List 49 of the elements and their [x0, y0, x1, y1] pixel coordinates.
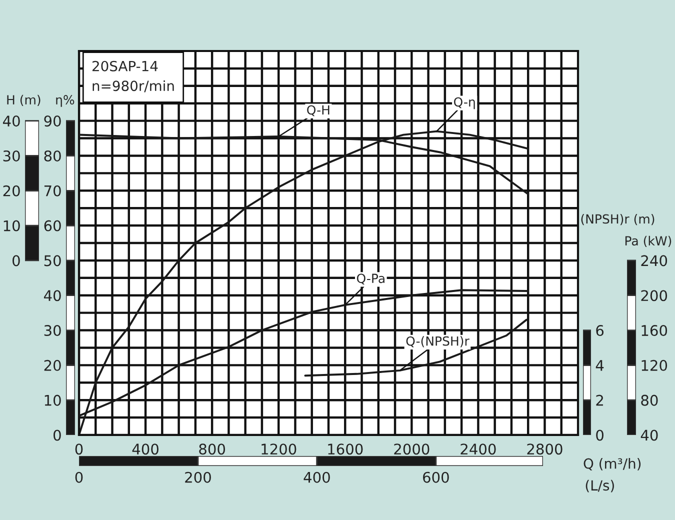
x-axis-title: Q (m³/h) — [584, 458, 641, 470]
x-tick-label: 800 — [199, 444, 226, 455]
series-label: Q-H — [307, 105, 330, 116]
x2-tick-label: 0 — [75, 472, 83, 483]
y-tick-label: 10 — [44, 394, 61, 406]
annotation: n=980r/min — [92, 80, 174, 92]
series-label: Q-(NPSH)r — [406, 336, 470, 348]
y-axis-title: η% — [56, 95, 74, 107]
y-tick-label: 160 — [642, 324, 668, 336]
y2-tick-label: 30 — [3, 150, 20, 162]
y2-tick-label: 0 — [12, 255, 20, 266]
y-tick-label: 90 — [44, 116, 61, 127]
x-tick-label: 400 — [132, 444, 158, 455]
y-tick-label: 70 — [44, 185, 61, 196]
x2-tick-label: 200 — [185, 472, 211, 483]
y-tick-label: 60 — [44, 220, 61, 232]
x-tick-label: 2000 — [394, 444, 430, 455]
x-tick-label: 1600 — [328, 444, 363, 455]
y3-axis-title: (NPSH)r (m) — [581, 214, 654, 226]
y2-tick-label: 20 — [3, 185, 20, 196]
x-tick-label: 1200 — [262, 444, 296, 455]
y-tick-label: 50 — [44, 255, 61, 266]
series-label: Q-η — [454, 97, 475, 110]
y-tick-label: 80 — [641, 394, 658, 406]
x-tick-label: 0 — [75, 444, 83, 455]
x2-tick-label: 400 — [304, 472, 330, 483]
y-tick-label: 200 — [641, 290, 668, 302]
y2-axis-title: H (m) — [7, 94, 40, 106]
annotation: 20SAP-14 — [92, 60, 158, 72]
y-tick-label: 120 — [642, 360, 668, 371]
y-axis-title: Pa (kW) — [625, 236, 672, 248]
y-tick-label: 20 — [44, 360, 61, 371]
y2-tick-label: 40 — [2, 116, 20, 127]
y2-tick-label: 10 — [4, 220, 20, 232]
x-tick-label: 2400 — [460, 444, 496, 455]
series-label: Q-Pa — [356, 274, 384, 285]
y-tick-label: 30 — [44, 324, 61, 336]
y-tick-label: 240 — [641, 255, 668, 266]
y3-tick-label: 2 — [596, 394, 603, 406]
y3-tick-label: 6 — [596, 324, 604, 336]
x2-tick-label: 600 — [423, 472, 449, 483]
y-tick-label: 0 — [54, 430, 61, 441]
y-tick-label: 40 — [44, 290, 61, 302]
x-tick-label: 2800 — [527, 444, 562, 455]
x2-axis-title: (L/s) — [586, 480, 614, 492]
y3-tick-label: 4 — [596, 360, 604, 371]
y3-tick-label: 0 — [596, 430, 604, 441]
y-tick-label: 80 — [44, 150, 61, 162]
y-tick-label: 40 — [640, 430, 658, 441]
